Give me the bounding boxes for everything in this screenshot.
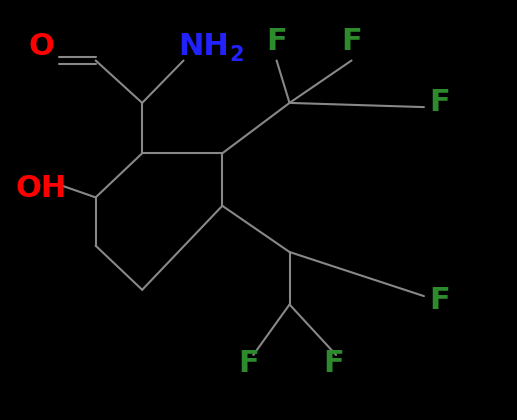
Text: OH: OH — [16, 174, 67, 204]
Text: F: F — [429, 286, 450, 315]
Text: NH: NH — [178, 32, 229, 61]
Text: F: F — [266, 27, 287, 57]
Text: 2: 2 — [229, 45, 244, 65]
Text: F: F — [341, 27, 362, 57]
Text: F: F — [429, 88, 450, 118]
Text: F: F — [323, 349, 344, 378]
Text: F: F — [238, 349, 258, 378]
Text: O: O — [28, 32, 54, 61]
